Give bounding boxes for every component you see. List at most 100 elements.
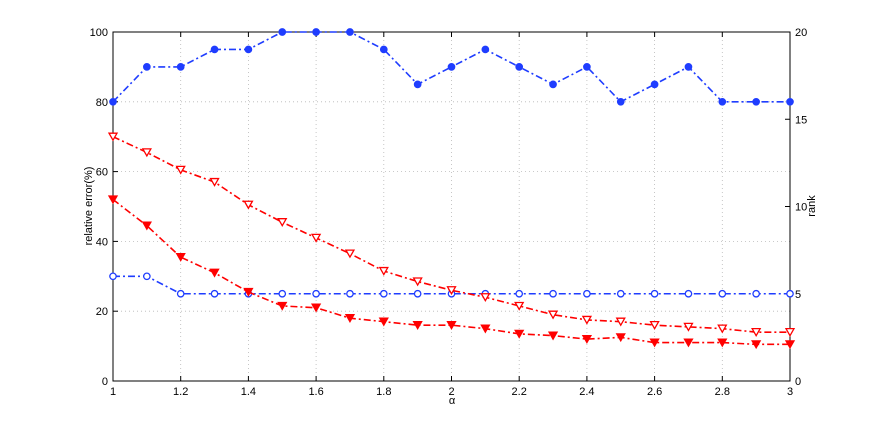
data-point	[412, 277, 423, 287]
data-point	[446, 286, 457, 296]
data-point	[143, 63, 151, 71]
data-point	[752, 289, 761, 298]
data-point	[379, 45, 388, 54]
data-point	[717, 338, 728, 348]
x-tick-label: 2.4	[579, 386, 594, 398]
x-tick-label: 1.6	[308, 386, 323, 398]
y-left-tick-label: 100	[90, 27, 108, 39]
x-tick-label: 2.6	[647, 386, 662, 398]
y-left-tick-label: 60	[96, 167, 108, 179]
data-point	[650, 289, 659, 298]
data-point	[210, 289, 219, 298]
data-point	[312, 289, 320, 298]
x-tick-label: 2.2	[512, 386, 527, 398]
data-point	[547, 331, 559, 341]
data-point	[107, 132, 119, 142]
series-4	[107, 195, 796, 350]
data-point	[684, 289, 693, 298]
data-point	[514, 329, 525, 339]
data-point	[447, 63, 456, 71]
series-line	[112, 31, 790, 103]
data-point	[549, 80, 557, 89]
data-point	[210, 45, 219, 54]
data-point	[751, 340, 762, 350]
x-tick-label: 1	[110, 386, 116, 398]
data-point	[109, 97, 117, 106]
series-3	[107, 132, 796, 337]
data-point	[413, 289, 422, 298]
y-left-tick-label: 0	[102, 376, 108, 388]
data-point	[616, 289, 625, 298]
data-point	[310, 233, 322, 243]
data-point	[481, 45, 490, 54]
data-point	[176, 63, 185, 71]
data-point	[346, 28, 354, 36]
y-right-tick-label: 0	[795, 376, 801, 388]
data-point	[786, 289, 794, 298]
data-point	[717, 324, 728, 334]
data-point	[107, 195, 119, 205]
data-point	[583, 63, 591, 71]
data-point	[209, 268, 220, 278]
data-point	[175, 165, 186, 175]
data-point	[446, 321, 457, 330]
data-point	[209, 177, 220, 187]
x-tick-label: 1.8	[376, 386, 391, 398]
data-point	[278, 28, 287, 36]
data-point	[784, 327, 796, 337]
grid	[113, 32, 790, 381]
data-point	[312, 28, 320, 36]
data-point	[784, 340, 796, 350]
data-point	[684, 63, 693, 71]
data-point	[143, 272, 151, 281]
data-point	[413, 80, 422, 89]
data-point	[141, 148, 152, 158]
y-left-tick-label: 20	[96, 306, 108, 318]
axes: 1 1.2 1.4 1.6 1.8 2 2.2 2.4 2.6 2.8 30204060801000…	[90, 27, 808, 398]
series-1	[109, 28, 794, 106]
x-tick-label: 1.2	[173, 386, 188, 398]
data-point	[650, 80, 659, 89]
data-point	[718, 289, 727, 298]
data-point	[244, 45, 253, 54]
y-right-tick-label: 5	[795, 289, 801, 301]
data-point	[549, 289, 557, 298]
data-point	[378, 317, 389, 327]
data-point	[683, 338, 694, 348]
data-point	[649, 321, 660, 330]
data-point	[616, 97, 625, 106]
data-point	[581, 334, 593, 344]
data-point	[583, 289, 591, 298]
y-right-tick-label: 20	[795, 27, 807, 39]
x-axis-label: α	[449, 395, 456, 407]
data-point	[515, 63, 524, 71]
data-point	[514, 301, 525, 311]
data-point	[480, 324, 491, 334]
data-point	[344, 314, 356, 323]
data-point	[277, 218, 288, 228]
series-line	[112, 135, 790, 333]
data-point	[718, 97, 727, 106]
data-point	[786, 97, 794, 106]
data-point	[412, 321, 423, 330]
data-point	[581, 315, 593, 325]
data-point	[480, 293, 491, 303]
data-point	[615, 333, 626, 343]
x-tick-label: 2	[448, 386, 454, 398]
y-left-tick-label: 80	[96, 97, 108, 109]
y-left-tick-label: 40	[96, 236, 108, 248]
data-point	[278, 289, 287, 298]
y-axis-right-label: rank	[806, 195, 818, 217]
data-point	[344, 249, 356, 259]
data-point	[109, 272, 117, 281]
x-tick-label: 1.4	[241, 386, 256, 398]
data-point	[243, 200, 254, 210]
data-point	[243, 287, 254, 297]
data-point	[141, 221, 152, 231]
data-point	[310, 303, 322, 313]
data-point	[277, 301, 288, 311]
series-line	[112, 198, 790, 346]
data-point	[683, 322, 694, 332]
series-layer	[107, 28, 796, 350]
